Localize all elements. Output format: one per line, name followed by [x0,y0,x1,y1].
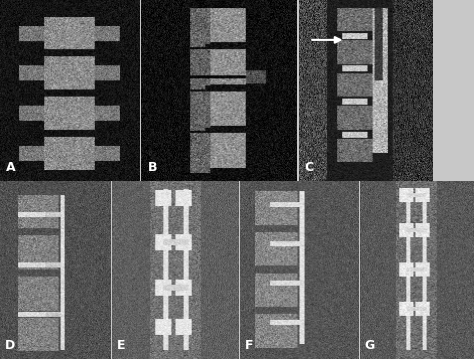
Text: B: B [147,161,157,174]
Text: F: F [245,339,253,352]
Text: A: A [6,161,15,174]
Text: C: C [304,161,313,174]
Text: E: E [117,339,126,352]
Text: D: D [4,339,15,352]
Text: G: G [365,339,375,352]
